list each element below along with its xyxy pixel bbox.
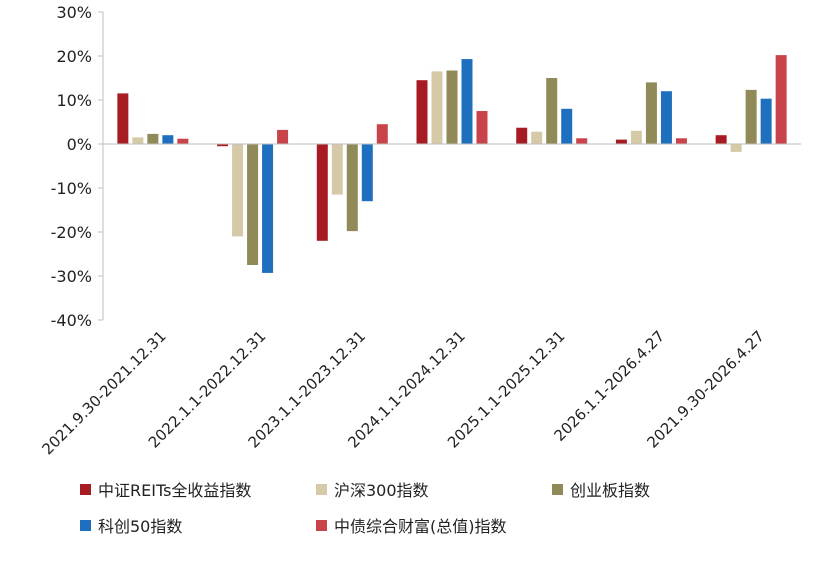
bar — [446, 70, 458, 144]
legend-label: 中证REITs全收益指数 — [98, 481, 251, 500]
bar — [431, 71, 443, 144]
y-tick-label: -10% — [51, 179, 92, 198]
bar — [361, 144, 373, 202]
x-tick-label: 2026.1.1-2026.4.27 — [550, 327, 668, 445]
legend-swatch — [552, 484, 563, 495]
bar — [117, 93, 129, 144]
legend-label: 科创50指数 — [98, 517, 182, 536]
bar — [162, 135, 174, 144]
bar — [147, 133, 159, 144]
bar — [775, 55, 787, 145]
bar — [675, 138, 687, 144]
bar — [615, 139, 627, 144]
bar — [730, 144, 742, 152]
y-axis: 30% 20% 10% 0% -10% -20% -30% -40% — [51, 3, 104, 330]
bar — [346, 144, 358, 232]
y-tick-label: -20% — [51, 223, 92, 242]
bar — [376, 124, 388, 144]
bar — [416, 80, 428, 144]
x-axis: 2021.9.30-2021.12.312022.1.1-2022.12.312… — [38, 143, 801, 458]
bar — [461, 59, 473, 144]
bar — [316, 144, 328, 241]
bar — [645, 82, 657, 144]
bar — [660, 91, 672, 144]
bar — [331, 144, 343, 195]
y-tick-label: 30% — [56, 3, 92, 22]
bar — [516, 127, 528, 144]
bar — [177, 138, 189, 144]
legend-swatch — [80, 520, 91, 531]
bar — [531, 131, 543, 144]
bar — [561, 108, 573, 144]
bar — [132, 137, 144, 144]
legend-swatch — [80, 484, 91, 495]
legend-label: 沪深300指数 — [334, 481, 429, 500]
legend-swatch — [316, 520, 327, 531]
bar — [576, 138, 588, 144]
bar — [232, 144, 244, 237]
bar — [760, 98, 772, 144]
y-tick-label: -40% — [51, 311, 92, 330]
bar — [630, 130, 642, 144]
bar — [217, 144, 229, 147]
legend-label: 中债综合财富(总值)指数 — [334, 517, 507, 536]
bar — [715, 135, 727, 144]
bar — [476, 111, 488, 144]
legend-swatch — [316, 484, 327, 495]
y-tick-label: -30% — [51, 267, 92, 286]
legend-label: 创业板指数 — [570, 481, 650, 500]
y-tick-label: 0% — [67, 135, 92, 154]
y-tick-label: 20% — [56, 47, 92, 66]
bar — [745, 89, 757, 144]
bar — [262, 144, 274, 273]
bars — [117, 55, 787, 273]
bar — [546, 78, 558, 144]
bar — [277, 129, 289, 144]
y-tick-label: 10% — [56, 91, 92, 110]
bar — [247, 144, 259, 265]
